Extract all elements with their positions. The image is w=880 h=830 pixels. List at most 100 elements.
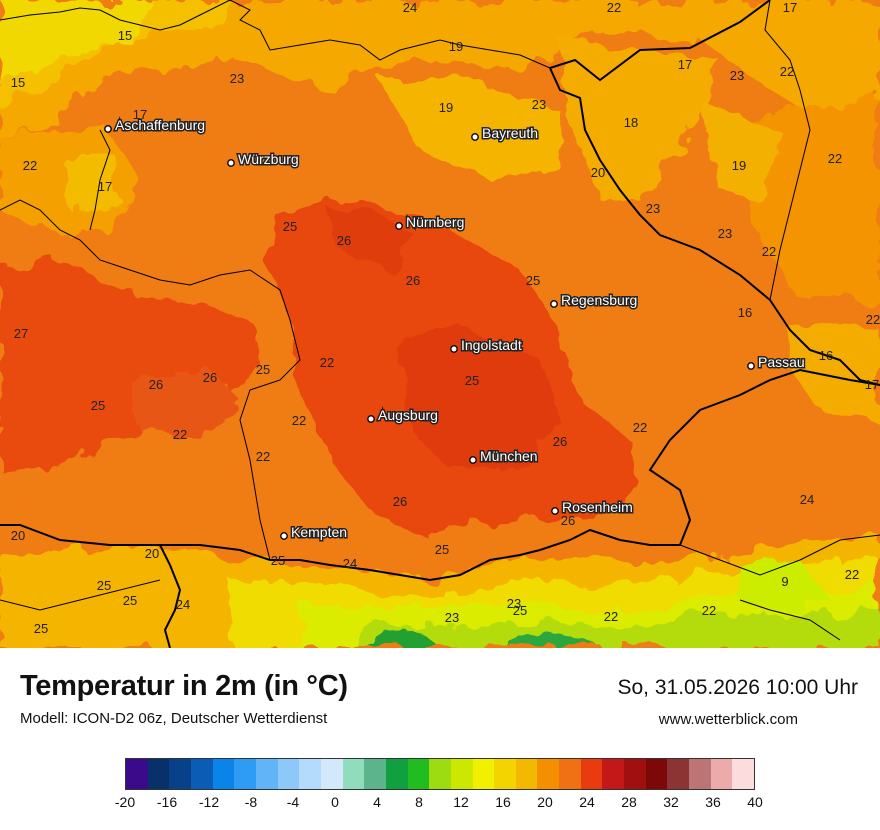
- temperature-value: 23: [532, 97, 546, 112]
- country-borders: [0, 0, 880, 648]
- temperature-value: 23: [445, 610, 459, 625]
- temperature-value: 22: [607, 0, 621, 15]
- temperature-value: 25: [526, 273, 540, 288]
- temperature-value: 24: [176, 597, 190, 612]
- legend-swatch: [472, 759, 495, 789]
- temperature-value: 16: [819, 348, 833, 363]
- legend-tick-labels: -20 -16 -12 -8 -4 0 4 8 12 16 20 24 28 32 36 40: [115, 794, 763, 814]
- website-credit[interactable]: www.wetterblick.com: [658, 711, 798, 728]
- temperature-field: [0, 0, 880, 648]
- temperature-value: 24: [343, 556, 357, 571]
- temperature-value: 26: [553, 434, 567, 449]
- city-label: Bayreuth: [482, 125, 538, 141]
- temperature-value: 22: [845, 567, 859, 582]
- temperature-map[interactable]: 24 22 17 15 15 23 19 23 22 23 17 17 17 19 22 18 19 22 20 25…: [0, 0, 880, 648]
- legend-tick: -4: [286, 794, 300, 810]
- temperature-value: 25: [256, 362, 270, 377]
- temperature-value: 23: [507, 596, 521, 611]
- temperature-value: 19: [439, 100, 453, 115]
- temperature-value: 24: [800, 492, 814, 507]
- city-dot: [367, 415, 375, 423]
- legend-swatch: [385, 759, 408, 789]
- city-marker[interactable]: München: [469, 447, 539, 466]
- temperature-value: 23: [230, 71, 244, 86]
- temperature-value: 17: [783, 0, 797, 15]
- city-marker[interactable]: Würzburg: [227, 150, 300, 169]
- temperature-value: 22: [780, 64, 794, 79]
- legend-tick: 24: [579, 794, 595, 810]
- legend-tick: 8: [415, 794, 423, 810]
- temperature-value: 22: [173, 427, 187, 442]
- legend-tick: 28: [621, 794, 637, 810]
- legend-swatch: [169, 759, 191, 789]
- temperature-value: 17: [98, 179, 112, 194]
- temperature-value: 22: [866, 312, 880, 327]
- legend-swatch: [732, 759, 755, 789]
- legend-tick: -8: [244, 794, 258, 810]
- legend-swatch: [407, 759, 430, 789]
- temperature-value: 20: [145, 546, 159, 561]
- city-marker[interactable]: Aschaffenburg: [104, 116, 207, 135]
- legend-tick: -12: [198, 794, 220, 810]
- city-dot: [747, 362, 755, 370]
- legend-swatch: [537, 759, 560, 789]
- city-marker[interactable]: Rosenheim: [551, 498, 634, 517]
- legend-swatch: [147, 759, 170, 789]
- city-label: München: [480, 448, 538, 464]
- temperature-value: 22: [762, 244, 776, 259]
- legend-swatch: [364, 759, 386, 789]
- temperature-value: 25: [34, 621, 48, 636]
- legend-swatch: [559, 759, 581, 789]
- temperature-value: 24: [403, 0, 417, 15]
- legend-swatch: [602, 759, 625, 789]
- city-marker[interactable]: Augsburg: [367, 406, 439, 425]
- temperature-value: 26: [406, 273, 420, 288]
- map-canvas: 24 22 17 15 15 23 19 23 22 23 17 17 17 19 22 18 19 22 20 25…: [0, 0, 880, 648]
- map-footer: Temperatur in 2m (in °C) Modell: ICON-D2…: [0, 648, 880, 830]
- temperature-value: 26: [203, 370, 217, 385]
- temperature-value: 15: [11, 75, 25, 90]
- legend-swatch: [320, 759, 343, 789]
- temperature-value: 26: [393, 494, 407, 509]
- temperature-value: 25: [123, 593, 137, 608]
- legend-swatch: [689, 759, 711, 789]
- temperature-value: 17: [678, 57, 692, 72]
- city-marker[interactable]: Bayreuth: [471, 124, 540, 143]
- temperature-value: 26: [149, 377, 163, 392]
- temperature-value: 25: [271, 553, 285, 568]
- temperature-value: 23: [730, 68, 744, 83]
- legend-tick: 12: [453, 794, 469, 810]
- city-marker[interactable]: Kempten: [280, 523, 349, 542]
- temperature-value: 23: [646, 201, 660, 216]
- legend-swatch: [342, 759, 365, 789]
- city-marker[interactable]: Passau: [747, 353, 806, 372]
- city-dot: [227, 159, 235, 167]
- temperature-value: 25: [435, 542, 449, 557]
- legend-tick: 0: [331, 794, 339, 810]
- temperature-value: 17: [865, 377, 879, 392]
- temperature-value: 15: [118, 28, 132, 43]
- temperature-value: 19: [732, 158, 746, 173]
- legend-swatch: [255, 759, 278, 789]
- legend-swatch: [429, 759, 451, 789]
- legend-tick: 16: [495, 794, 511, 810]
- model-info: Modell: ICON-D2 06z, Deutscher Wetterdie…: [20, 710, 328, 727]
- temperature-value: 25: [97, 578, 111, 593]
- city-marker[interactable]: Ingolstadt: [450, 336, 523, 355]
- temperature-value: 22: [633, 420, 647, 435]
- temperature-value: 25: [513, 603, 527, 618]
- city-marker[interactable]: Regensburg: [550, 291, 639, 310]
- city-dot: [471, 133, 479, 141]
- city-dot: [280, 532, 288, 540]
- legend-swatch: [126, 759, 148, 789]
- legend-swatch: [667, 759, 690, 789]
- legend-swatch: [580, 759, 603, 789]
- city-marker[interactable]: Nürnberg: [395, 213, 466, 232]
- legend-tick: 4: [373, 794, 381, 810]
- temperature-value: 22: [23, 158, 37, 173]
- temperature-value: 18: [624, 115, 638, 130]
- temperature-value: 22: [292, 413, 306, 428]
- legend-swatch: [450, 759, 473, 789]
- city-label: Kempten: [291, 524, 347, 540]
- temperature-value: 22: [702, 603, 716, 618]
